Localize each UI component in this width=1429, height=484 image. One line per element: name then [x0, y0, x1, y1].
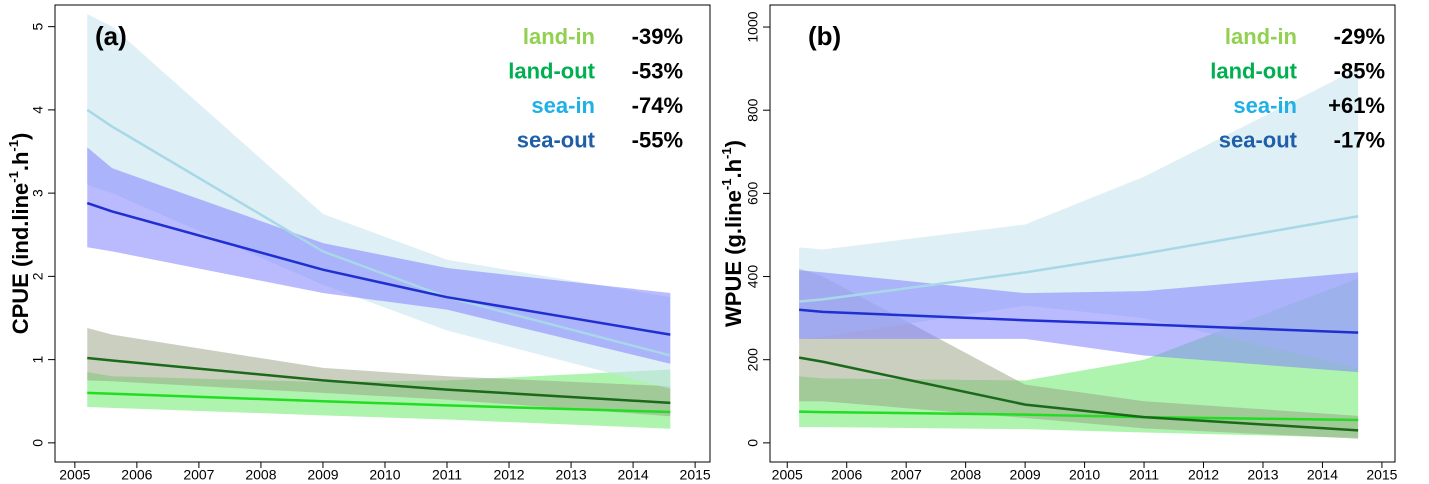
confidence-band — [799, 268, 1359, 439]
x-tick-label: 2009 — [307, 467, 338, 483]
legend-name: sea-out — [1219, 127, 1298, 152]
y-tick-label: 1000 — [745, 11, 761, 42]
trend-line — [798, 356, 1359, 432]
x-tick-label: 2011 — [1129, 467, 1159, 483]
x-tick-label: 2005 — [59, 467, 90, 483]
x-tick-label: 2013 — [1247, 467, 1278, 483]
y-tick-label: 3 — [30, 189, 46, 197]
legend-name: land-in — [523, 24, 595, 49]
x-tick-label: 2010 — [369, 467, 400, 483]
panel: 2005 2006 2007 2008 2009 2010 2011 2012 2013 2014… — [6, 4, 711, 483]
legend-change: -39% — [632, 24, 683, 49]
legend-name: sea-in — [1233, 93, 1297, 118]
x-tick-label: 2012 — [1188, 467, 1219, 483]
panel: 2005 2006 2007 2008 2009 2010 2011 2012 2013 2014… — [719, 4, 1398, 483]
x-tick-label: 2007 — [183, 467, 214, 483]
y-tick-label: 4 — [30, 106, 46, 114]
superscript: -1 — [6, 171, 21, 183]
y-tick-label: 0 — [745, 439, 761, 447]
x-tick-label: 2007 — [891, 467, 922, 483]
x-tick-label: 2015 — [680, 467, 711, 483]
panel-label: (b) — [808, 21, 841, 51]
trend-line — [799, 308, 1359, 334]
label-part: ) — [721, 140, 746, 147]
y-tick-label: 0 — [30, 439, 46, 447]
x-tick-label: 2006 — [831, 467, 862, 483]
y-tick-label: 800 — [745, 98, 761, 122]
trend-line — [86, 108, 671, 357]
y-tick-label: 5 — [30, 23, 46, 31]
superscript: -1 — [719, 147, 734, 159]
superscript: -1 — [6, 140, 21, 152]
trend-line — [799, 410, 1359, 422]
x-tick-label: 2006 — [121, 467, 152, 483]
y-axis-title: CPUE (ind.line-1.h-1) — [6, 133, 33, 335]
x-tick-label: 2009 — [1010, 467, 1041, 483]
x-tick-label: 2012 — [493, 467, 524, 483]
y-tick-label: 400 — [745, 265, 761, 289]
legend-name: land-out — [1210, 58, 1297, 83]
legend-name: sea-out — [517, 127, 596, 152]
trend-line — [87, 356, 671, 405]
x-tick-label: 2015 — [1366, 467, 1397, 483]
legend-change: -29% — [1334, 24, 1385, 49]
x-tick-label: 2014 — [1307, 467, 1338, 483]
trend-line — [799, 215, 1359, 303]
label-part: .h — [8, 152, 33, 172]
superscript: -1 — [719, 179, 734, 191]
legend-change: -55% — [632, 127, 683, 152]
x-tick-label: 2013 — [555, 467, 586, 483]
y-tick-label: 600 — [745, 181, 761, 205]
legend-change: -53% — [632, 58, 683, 83]
y-tick-label: 2 — [30, 272, 46, 280]
legend-name: sea-in — [531, 93, 595, 118]
legend-name: land-in — [1225, 24, 1297, 49]
panel-label: (a) — [95, 21, 127, 51]
x-tick-label: 2005 — [772, 467, 803, 483]
x-tick-label: 2010 — [1069, 467, 1100, 483]
trend-line — [87, 391, 671, 414]
legend-name: land-out — [508, 58, 595, 83]
label-part: WPUE (g.line — [721, 190, 746, 327]
x-tick-label: 2008 — [950, 467, 981, 483]
label-part: .h — [721, 159, 746, 179]
plot-frame — [54, 4, 711, 463]
label-part: CPUE (ind.line — [8, 183, 33, 335]
y-axis-title: WPUE (g.line-1.h-1) — [719, 140, 746, 327]
x-tick-label: 2014 — [618, 467, 649, 483]
y-tick-label: 1 — [30, 356, 46, 364]
legend-change: +61% — [1328, 93, 1385, 118]
x-tick-label: 2011 — [432, 467, 462, 483]
legend-change: -74% — [632, 93, 683, 118]
label-part: ) — [8, 133, 33, 140]
legend-change: -85% — [1334, 58, 1385, 83]
x-tick-label: 2008 — [245, 467, 276, 483]
legend-change: -17% — [1334, 127, 1385, 152]
y-tick-label: 200 — [745, 348, 761, 372]
trend-line — [86, 201, 671, 336]
plot-frame — [769, 4, 1396, 463]
